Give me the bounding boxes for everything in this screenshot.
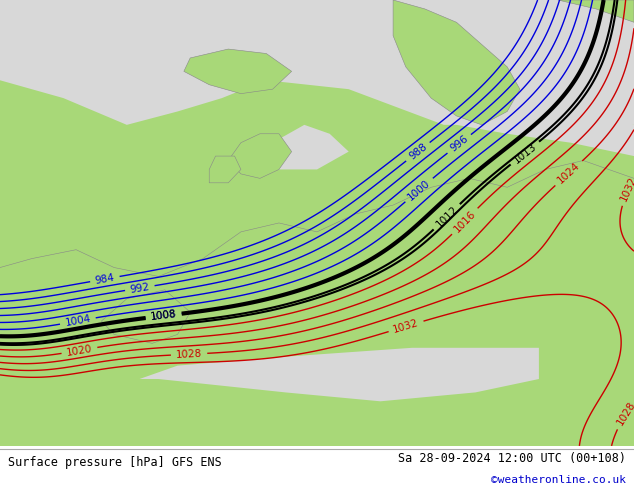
Polygon shape — [139, 348, 539, 401]
Text: 1008: 1008 — [150, 309, 178, 322]
Polygon shape — [209, 156, 241, 183]
Text: 1028: 1028 — [176, 348, 202, 360]
Text: Surface pressure [hPa] GFS ENS: Surface pressure [hPa] GFS ENS — [8, 456, 221, 469]
Text: 1032: 1032 — [392, 318, 420, 335]
Text: 1012: 1012 — [434, 204, 460, 230]
Text: 1028: 1028 — [615, 400, 634, 427]
Polygon shape — [558, 0, 634, 22]
Polygon shape — [0, 0, 634, 125]
Polygon shape — [184, 49, 292, 94]
Text: 988: 988 — [407, 142, 429, 162]
Text: 1032: 1032 — [619, 175, 634, 203]
Text: 1016: 1016 — [452, 208, 477, 234]
Text: 984: 984 — [94, 272, 115, 286]
Text: 1004: 1004 — [64, 314, 92, 328]
Text: 1020: 1020 — [66, 343, 93, 358]
Text: 996: 996 — [448, 134, 470, 154]
Text: 1000: 1000 — [406, 178, 432, 202]
Polygon shape — [228, 134, 292, 178]
Polygon shape — [393, 0, 520, 125]
Text: 1008: 1008 — [150, 309, 178, 322]
Text: 1013: 1013 — [512, 141, 538, 165]
Text: 992: 992 — [129, 282, 150, 294]
Text: ©weatheronline.co.uk: ©weatheronline.co.uk — [491, 475, 626, 485]
Text: 1024: 1024 — [555, 161, 582, 186]
Text: Sa 28-09-2024 12:00 UTC (00+108): Sa 28-09-2024 12:00 UTC (00+108) — [398, 452, 626, 465]
Polygon shape — [101, 290, 190, 343]
Polygon shape — [456, 89, 634, 156]
Polygon shape — [254, 125, 349, 170]
